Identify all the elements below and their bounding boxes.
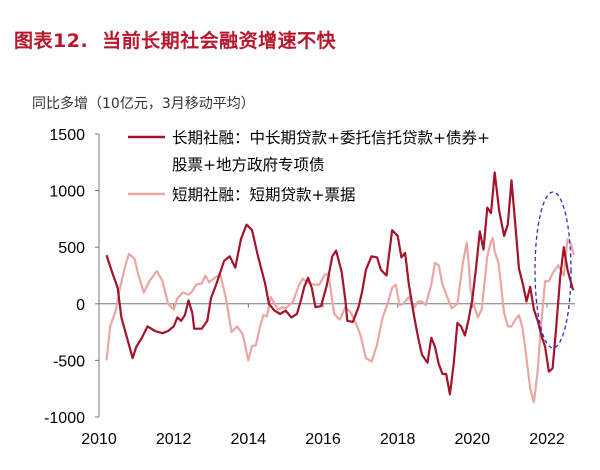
series-line-long-term bbox=[105, 171, 575, 396]
legend-label-long-term: 长期社融：中长期贷款+委托信托贷款+债券+ bbox=[172, 129, 490, 147]
y-tick-label: 1000 bbox=[49, 184, 85, 201]
tick-labels: 1500 1000 500 0 -500 -1000 2010 2012 2014 2016 201… bbox=[44, 127, 565, 448]
x-tick-label: 2014 bbox=[231, 431, 267, 448]
y-tick-label: -1000 bbox=[44, 410, 85, 427]
x-tick-label: 2020 bbox=[455, 431, 491, 448]
y-tick-label: -500 bbox=[53, 353, 85, 370]
y-tick-label: 0 bbox=[76, 297, 85, 314]
legend-label-long-term-line2: 股票+地方政府专项债 bbox=[172, 156, 325, 174]
highlight-ellipse bbox=[534, 191, 572, 349]
x-tick-label: 2012 bbox=[156, 431, 192, 448]
figure-title: 图表12. 当前长期社会融资增速不快 bbox=[14, 26, 336, 53]
figure-title-text: 当前长期社会融资增速不快 bbox=[102, 30, 337, 52]
series-lines bbox=[105, 171, 575, 404]
x-tick-label: 2016 bbox=[305, 431, 341, 448]
y-tick-label: 500 bbox=[58, 240, 85, 257]
x-tick-label: 2010 bbox=[81, 431, 117, 448]
y-axis-label: 同比多增（10亿元，3月移动平均） bbox=[32, 95, 255, 112]
y-tick-label: 1500 bbox=[49, 127, 85, 144]
axes bbox=[95, 133, 575, 418]
x-tick-label: 2018 bbox=[380, 431, 416, 448]
figure-number: 图表12. bbox=[14, 30, 89, 52]
series-line-short-term bbox=[105, 237, 575, 404]
legend: 长期社融：中长期贷款+委托信托贷款+债券+ 股票+地方政府专项债短期社融：短期贷款… bbox=[128, 129, 490, 204]
legend-label-short-term: 短期社融：短期贷款+票据 bbox=[172, 186, 356, 204]
x-tick-label: 2022 bbox=[529, 431, 565, 448]
